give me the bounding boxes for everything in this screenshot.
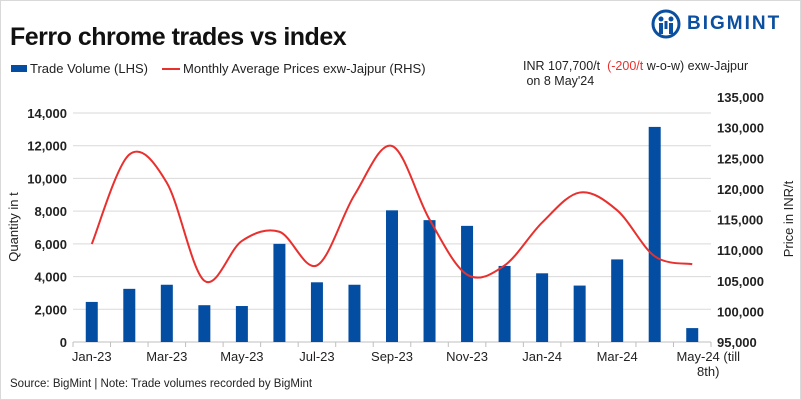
- y2-tick-label: 100,000: [717, 304, 764, 319]
- bar-Aug-23: [348, 284, 361, 342]
- x-tick-label: May-23: [220, 349, 263, 364]
- y-axis-label: Quantity in t: [6, 192, 21, 262]
- bar-Dec-23: [498, 265, 511, 342]
- y-tick-label: 10,000: [27, 171, 67, 186]
- y-tick-label: 0: [60, 335, 67, 350]
- bar-Feb-24: [573, 285, 586, 342]
- logo-icon: [651, 9, 681, 39]
- y2-tick-label: 110,000: [717, 243, 763, 258]
- note-suffix: w-o-w) exw-Jajpur: [646, 59, 749, 73]
- legend-label-volume: Trade Volume (LHS): [30, 61, 149, 76]
- y2-axis-label: Price in INR/t: [781, 180, 796, 257]
- source-note: Source: BigMint | Note: Trade volumes re…: [10, 378, 313, 390]
- note-price: INR 107,700/t: [523, 59, 601, 73]
- note-change: (-200/t: [607, 59, 644, 73]
- x-tick-label: Mar-24: [597, 349, 638, 364]
- y-tick-label: 4,000: [34, 270, 67, 285]
- bar-Apr-24: [648, 126, 661, 343]
- y2-tick-label: 120,000: [717, 182, 764, 197]
- bar-Oct-23: [423, 220, 436, 342]
- y-tick-label: 6,000: [34, 237, 67, 252]
- x-tick-label: 8th): [697, 364, 719, 379]
- y2-tick-label: 130,000: [717, 121, 764, 136]
- bar-Mar-24: [611, 259, 624, 342]
- bar-Feb-23: [123, 288, 136, 342]
- legend-swatch-bar: [11, 65, 27, 72]
- y-tick-label: 2,000: [34, 302, 67, 317]
- y2-tick-label: 95,000: [717, 335, 757, 350]
- bigmint-logo: BIGMINT: [651, 9, 781, 39]
- bar-Jan-24: [536, 273, 549, 342]
- y2-tick-label: 115,000: [717, 213, 763, 228]
- y2-tick-label: 125,000: [717, 151, 764, 166]
- bar-Jun-23: [273, 243, 286, 342]
- chart-title: Ferro chrome trades vs index: [10, 23, 347, 51]
- y-tick-label: 14,000: [27, 106, 67, 121]
- x-tick-label: Mar-23: [146, 349, 187, 364]
- price-line: [90, 144, 693, 284]
- bar-Nov-23: [461, 225, 474, 342]
- bar-Apr-23: [198, 305, 211, 342]
- bar-May-23: [235, 306, 248, 342]
- note-date: on 8 May'24: [526, 74, 595, 88]
- x-tick-label: Jan-23: [72, 349, 112, 364]
- x-tick-label: May-24 (till: [676, 349, 740, 364]
- x-tick-label: Nov-23: [446, 349, 488, 364]
- price-note: INR 107,700/t (-200/t w-o-w) exw-Jajpur …: [523, 59, 748, 89]
- y2-tick-label: 135,000: [717, 90, 764, 105]
- bar-May-24 (till 8th): [686, 328, 699, 342]
- y2-tick-label: 105,000: [717, 274, 764, 289]
- bar-Sep-23: [386, 210, 398, 342]
- y-tick-label: 8,000: [34, 204, 67, 219]
- legend-swatch-line: [162, 67, 181, 70]
- x-tick-label: Jul-23: [299, 349, 334, 364]
- logo-text: BIGMINT: [687, 13, 782, 34]
- legend-label-price: Monthly Average Prices exw-Jajpur (RHS): [183, 61, 426, 76]
- bar-Jan-23: [85, 301, 98, 342]
- x-tick-label: Sep-23: [371, 349, 413, 364]
- legend: Trade Volume (LHS) Monthly Average Price…: [11, 61, 426, 76]
- y-tick-label: 12,000: [27, 139, 67, 154]
- bar-Mar-23: [160, 284, 173, 342]
- bar-Jul-23: [310, 282, 323, 342]
- x-tick-label: Jan-24: [522, 349, 562, 364]
